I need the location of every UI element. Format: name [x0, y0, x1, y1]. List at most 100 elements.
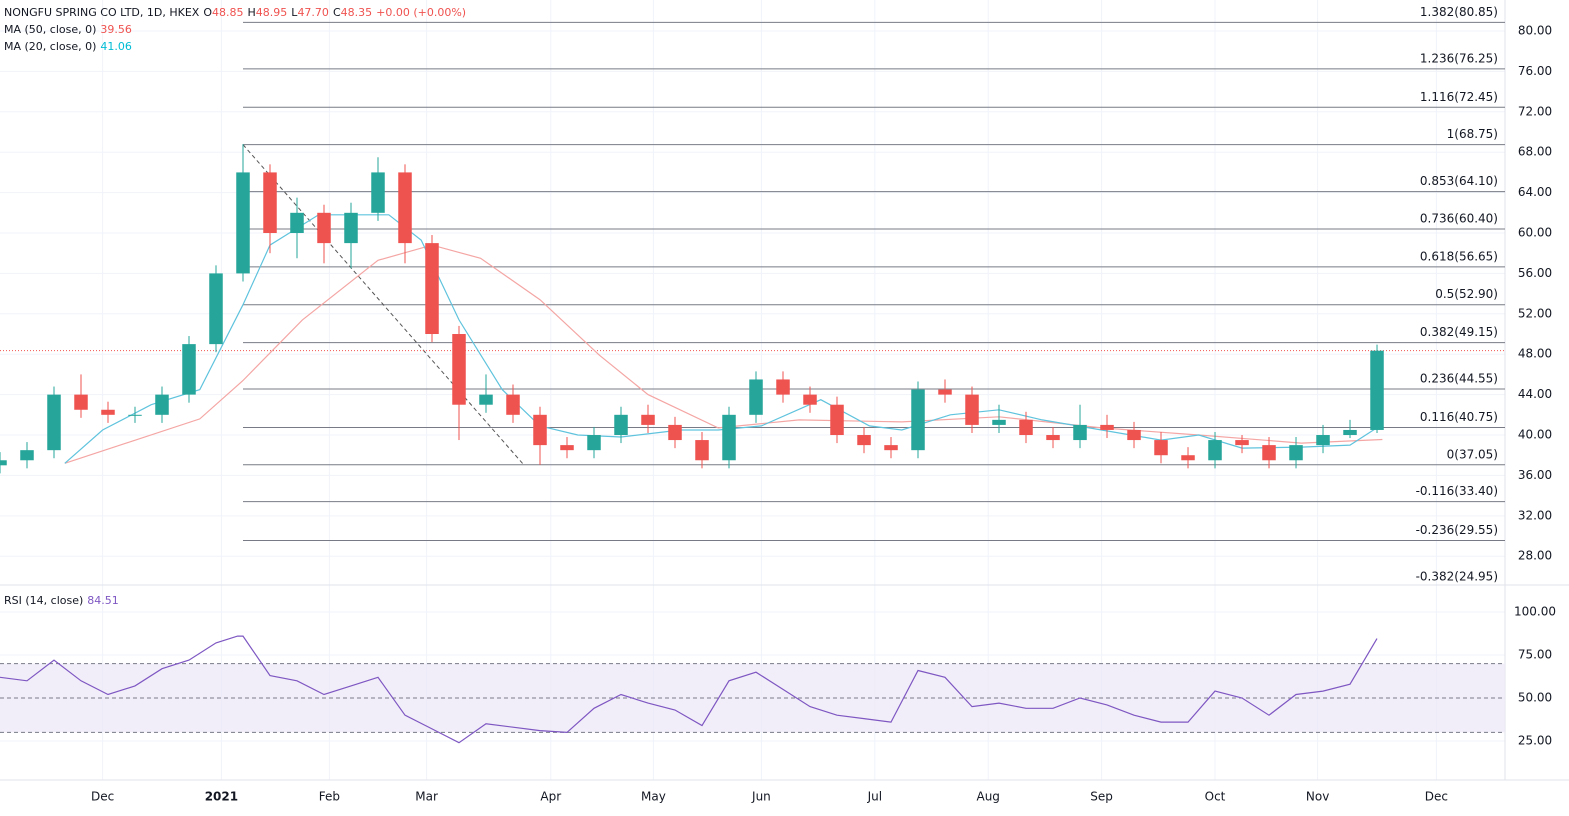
candle — [155, 386, 169, 423]
x-tick-label: Jul — [867, 790, 882, 804]
candle-body — [911, 389, 925, 451]
candle — [290, 197, 304, 259]
y-tick-label: 28.00 — [1518, 549, 1552, 563]
candle — [911, 381, 925, 459]
x-tick-label: 2021 — [205, 790, 238, 804]
candle — [776, 371, 790, 403]
candle — [938, 379, 952, 403]
candle — [425, 235, 439, 343]
candle-body — [938, 389, 952, 395]
symbol-title: NONGFU SPRING CO LTD, 1D, HKEX — [4, 6, 200, 19]
candle — [992, 404, 1006, 433]
candle — [128, 406, 142, 423]
x-tick-label: Dec — [91, 790, 114, 804]
candle — [1154, 431, 1168, 464]
legend-value: 41.06 — [100, 40, 132, 53]
fib-label: 0.236(44.55) — [1420, 372, 1498, 386]
y-tick-label: 32.00 — [1518, 508, 1552, 522]
candle — [236, 144, 250, 282]
candle — [668, 416, 682, 449]
candle-body — [0, 460, 7, 466]
ohlc-label: O — [203, 6, 213, 19]
candle-body — [1046, 435, 1060, 441]
candle-body — [587, 435, 601, 451]
candle-body — [1316, 435, 1330, 446]
change: +0.00 (+0.00%) — [376, 6, 467, 19]
candle — [749, 371, 763, 423]
candle — [1019, 411, 1033, 444]
candle — [182, 336, 196, 403]
x-tick-label: Apr — [540, 790, 561, 804]
fib-label: -0.236(29.55) — [1416, 523, 1498, 537]
candle — [1181, 447, 1195, 469]
ohlc-label: L — [291, 6, 298, 19]
candle — [560, 437, 574, 459]
y-tick-label: 75.00 — [1518, 647, 1552, 661]
candle-body — [776, 379, 790, 395]
candle — [344, 202, 358, 269]
y-tick-label: 64.00 — [1518, 185, 1552, 199]
candle-body — [1262, 445, 1276, 461]
candle — [20, 442, 34, 469]
legend-row: RSI (14, close) 84.51 — [4, 592, 123, 609]
legend-value: 84.51 — [87, 594, 119, 607]
candle — [1235, 435, 1249, 454]
legend-row: MA (50, close, 0) 39.56 — [4, 21, 470, 38]
candle-body — [749, 379, 763, 415]
candle — [452, 325, 466, 441]
candle-body — [533, 414, 547, 446]
ohlc-label: C — [332, 6, 341, 19]
price-legend: NONGFU SPRING CO LTD, 1D, HKEX O48.85 H48.… — [4, 4, 470, 55]
candle — [263, 164, 277, 254]
ohlc-value: 48.85 — [212, 6, 244, 19]
y-tick-label: 52.00 — [1518, 306, 1552, 320]
x-tick-label: May — [641, 790, 666, 804]
legend-name: RSI (14, close) — [4, 594, 84, 607]
x-tick-label: Mar — [415, 790, 438, 804]
candle-body — [992, 419, 1006, 425]
y-tick-label: 56.00 — [1518, 266, 1552, 280]
candle-body — [182, 344, 196, 395]
y-tick-label: 50.00 — [1518, 690, 1552, 704]
candle-body — [47, 394, 61, 451]
y-tick-label: 48.00 — [1518, 347, 1552, 361]
fib-label: -0.116(33.40) — [1416, 484, 1498, 498]
candle-body — [452, 334, 466, 405]
candle — [101, 401, 115, 423]
fib-label: 1(68.75) — [1447, 127, 1498, 141]
legend-name: MA (20, close, 0) — [4, 40, 97, 53]
candle-body — [1208, 440, 1222, 461]
candle — [317, 204, 331, 264]
y-tick-label: 36.00 — [1518, 468, 1552, 482]
x-tick-label: Oct — [1205, 790, 1226, 804]
fib-label: 0.618(56.65) — [1420, 249, 1498, 263]
candle — [884, 437, 898, 459]
candle — [587, 426, 601, 459]
candle-body — [722, 414, 736, 461]
x-tick-label: Nov — [1306, 790, 1329, 804]
x-tick-label: Jun — [751, 790, 771, 804]
candle-body — [668, 424, 682, 441]
candle — [479, 374, 493, 413]
candle-body — [371, 172, 385, 213]
legend-value: 39.56 — [100, 23, 132, 36]
candle — [1073, 404, 1087, 449]
candle — [1208, 431, 1222, 469]
ohlc-value: 48.35 — [340, 6, 373, 19]
candle — [1100, 414, 1114, 439]
candle — [1316, 424, 1330, 454]
fib-label: 1.236(76.25) — [1420, 51, 1498, 65]
rsi-legend: RSI (14, close) 84.51 — [4, 592, 123, 609]
candle — [803, 386, 817, 413]
candle — [1343, 419, 1357, 439]
candle-body — [857, 435, 871, 446]
candle-body — [128, 414, 142, 416]
candle-body — [344, 212, 358, 244]
candle-body — [1235, 440, 1249, 446]
candle — [1046, 426, 1060, 449]
candle — [695, 431, 709, 469]
candle-body — [74, 394, 88, 410]
candle — [398, 164, 412, 264]
candle-body — [1073, 424, 1087, 441]
